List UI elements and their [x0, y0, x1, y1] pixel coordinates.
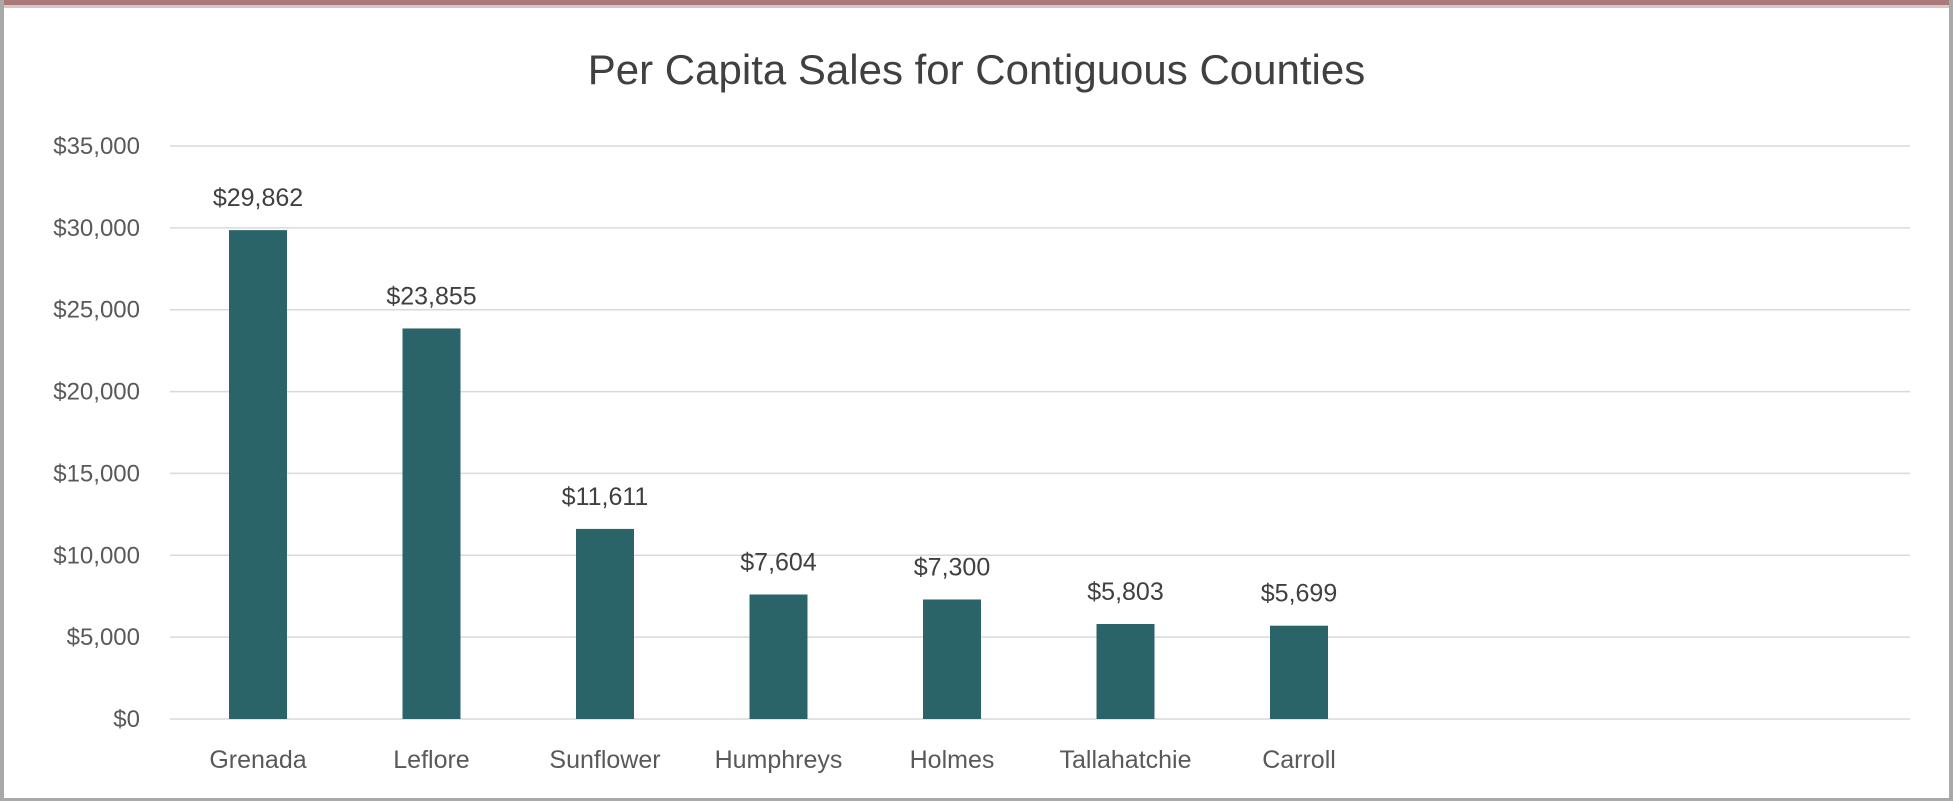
data-label: $5,803	[1087, 578, 1163, 606]
bar-holmes	[923, 599, 981, 719]
x-tick-label: Holmes	[910, 746, 995, 774]
data-label: $7,604	[740, 549, 817, 577]
y-tick-label: $0	[113, 706, 140, 733]
data-label: $23,855	[386, 282, 476, 310]
window-top-border	[0, 0, 1953, 5]
x-tick-label: Grenada	[209, 746, 306, 774]
window-top-border-highlight	[0, 5, 1953, 8]
y-tick-label: $20,000	[53, 379, 140, 406]
bar-carroll	[1270, 625, 1328, 719]
y-tick-label: $25,000	[53, 297, 140, 324]
x-tick-label: Sunflower	[549, 746, 660, 774]
y-tick-label: $30,000	[53, 215, 140, 242]
y-tick-label: $5,000	[67, 624, 140, 651]
y-axis-ticks: $0 $5,000 $10,000 $15,000 $20,000 $25,000 $30,…	[53, 133, 140, 733]
data-label: $7,300	[914, 553, 990, 581]
y-tick-label: $35,000	[53, 133, 140, 160]
bar-humphreys	[749, 594, 808, 719]
y-tick-label: $15,000	[53, 460, 140, 487]
chart-title: Per Capita Sales for Contiguous Counties	[587, 46, 1366, 93]
x-tick-label: Leflore	[393, 746, 469, 774]
bars	[229, 230, 1328, 719]
bar-sunflower	[576, 528, 634, 719]
bar-grenada	[229, 230, 287, 719]
y-tick-label: $10,000	[53, 542, 140, 569]
bar-leflore	[402, 328, 461, 719]
data-label: $11,611	[562, 483, 649, 511]
x-tick-label: Carroll	[1262, 746, 1336, 774]
data-label: $5,699	[1261, 580, 1337, 608]
x-axis-ticks: Grenada Leflore Sunflower Humphreys Holmes Ta…	[209, 746, 1335, 774]
data-label: $29,862	[213, 184, 303, 212]
data-labels: $29,862 $23,855 $11,611 $7,604 $7,300 $5,803 $…	[213, 184, 1337, 608]
x-tick-label: Tallahatchie	[1059, 746, 1191, 774]
bar-tallahatchie	[1096, 623, 1155, 719]
x-tick-label: Humphreys	[715, 746, 843, 774]
